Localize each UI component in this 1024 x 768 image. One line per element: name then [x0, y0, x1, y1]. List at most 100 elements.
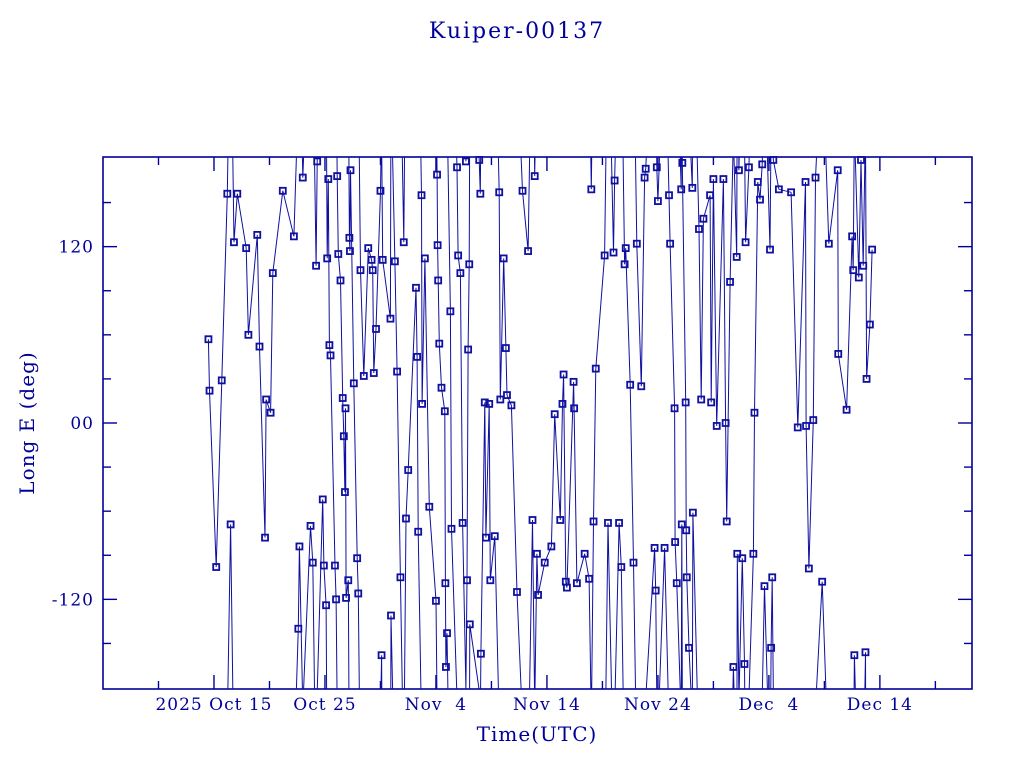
x-tick-label: Nov 14 — [513, 695, 581, 715]
data-point-marker — [735, 166, 743, 175]
data-point-marker — [390, 257, 399, 266]
data-point-marker — [758, 160, 767, 169]
data-point-marker — [749, 549, 758, 558]
data-point-marker — [318, 495, 327, 504]
data-point-marker — [387, 611, 395, 620]
data-point-marker — [338, 394, 347, 402]
data-point-marker — [261, 533, 269, 542]
data-point-marker — [685, 643, 693, 652]
data-point-marker — [850, 651, 859, 660]
data-point-marker — [533, 549, 541, 558]
data-point-marker — [654, 197, 662, 205]
data-point-marker — [550, 410, 559, 419]
data-point-marker — [580, 549, 589, 558]
data-point-marker — [486, 576, 495, 585]
data-point-marker — [793, 423, 802, 432]
data-point-marker — [767, 643, 776, 652]
data-point-marker — [313, 157, 322, 166]
data-point-marker — [682, 526, 691, 535]
data-point-marker — [859, 261, 868, 270]
data-point-marker — [456, 269, 465, 277]
data-point-marker — [496, 395, 505, 404]
data-point-marker — [804, 564, 813, 573]
data-point-marker — [707, 398, 716, 407]
data-point-marker — [589, 517, 598, 526]
data-point-marker — [289, 232, 298, 241]
data-point-marker — [402, 514, 410, 523]
data-point-marker — [572, 579, 581, 588]
data-point-marker — [615, 519, 623, 527]
data-point-marker — [848, 232, 857, 241]
data-point-marker — [324, 175, 333, 183]
data-point-marker — [386, 314, 395, 323]
data-point-marker — [726, 278, 734, 286]
data-point-marker — [414, 527, 423, 536]
data-point-marker — [404, 466, 413, 474]
data-point-marker — [425, 502, 434, 511]
data-point-marker — [709, 175, 718, 183]
chart-title: Kuiper-00137 — [429, 19, 605, 44]
data-point-marker — [212, 563, 221, 571]
data-point-marker — [262, 395, 271, 404]
data-point-marker — [729, 663, 738, 671]
data-point-marker — [677, 520, 686, 529]
y-tick-label: -120 — [52, 590, 94, 610]
data-point-marker — [651, 586, 660, 595]
data-point-marker — [733, 549, 742, 558]
data-point-marker — [666, 239, 675, 248]
data-point-marker — [650, 544, 659, 552]
data-point-marker — [547, 542, 556, 551]
data-point-marker — [688, 508, 697, 517]
data-point-marker — [670, 404, 679, 413]
data-point-marker — [741, 238, 750, 247]
data-point-marker — [507, 401, 516, 410]
data-point-marker — [205, 386, 214, 395]
data-point-marker — [604, 519, 612, 527]
data-point-marker — [811, 173, 820, 182]
data-point-marker — [652, 163, 661, 172]
axes-layer: 2025 Oct 15 Oct 25 Nov 4 Nov 14 Nov 24 Dec 4 D… — [52, 156, 973, 715]
data-point-marker — [569, 377, 578, 386]
data-point-marker — [868, 245, 877, 254]
data-point-marker — [481, 533, 490, 542]
data-point-marker — [503, 391, 511, 399]
data-point-marker — [372, 325, 380, 333]
data-point-marker — [585, 574, 594, 583]
data-point-marker — [413, 352, 421, 361]
data-point-marker — [632, 239, 641, 248]
data-point-marker — [377, 651, 386, 660]
data-point-marker — [319, 561, 328, 570]
data-point-marker — [226, 520, 235, 529]
data-point-marker — [322, 601, 330, 610]
data-point-marker — [465, 260, 474, 269]
data-point-marker — [217, 376, 226, 385]
data-point-marker — [834, 350, 843, 358]
data-point-marker — [801, 178, 810, 186]
data-point-marker — [278, 186, 287, 195]
data-point-marker — [393, 367, 402, 376]
data-point-marker — [857, 156, 865, 164]
data-point-marker — [677, 185, 686, 194]
data-point-marker — [501, 344, 510, 352]
data-point-marker — [341, 404, 350, 413]
data-point-marker — [476, 189, 485, 198]
x-tick-label: Oct 25 — [293, 695, 356, 715]
data-point-marker — [475, 156, 484, 164]
data-point-marker — [697, 395, 706, 404]
data-point-marker — [665, 191, 673, 200]
data-point-marker — [446, 307, 455, 316]
data-point-marker — [396, 573, 405, 582]
data-point-marker — [558, 399, 567, 408]
data-point-marker — [485, 399, 494, 408]
data-point-marker — [433, 170, 441, 179]
data-point-marker — [378, 255, 387, 264]
data-point-marker — [298, 173, 307, 182]
data-point-marker — [842, 405, 851, 414]
data-point-marker — [353, 554, 362, 563]
data-point-marker — [809, 416, 818, 424]
data-point-marker — [399, 238, 408, 247]
data-point-marker — [462, 157, 470, 166]
data-point-marker — [255, 342, 264, 351]
data-point-marker — [204, 335, 213, 344]
data-point-marker — [862, 375, 871, 383]
